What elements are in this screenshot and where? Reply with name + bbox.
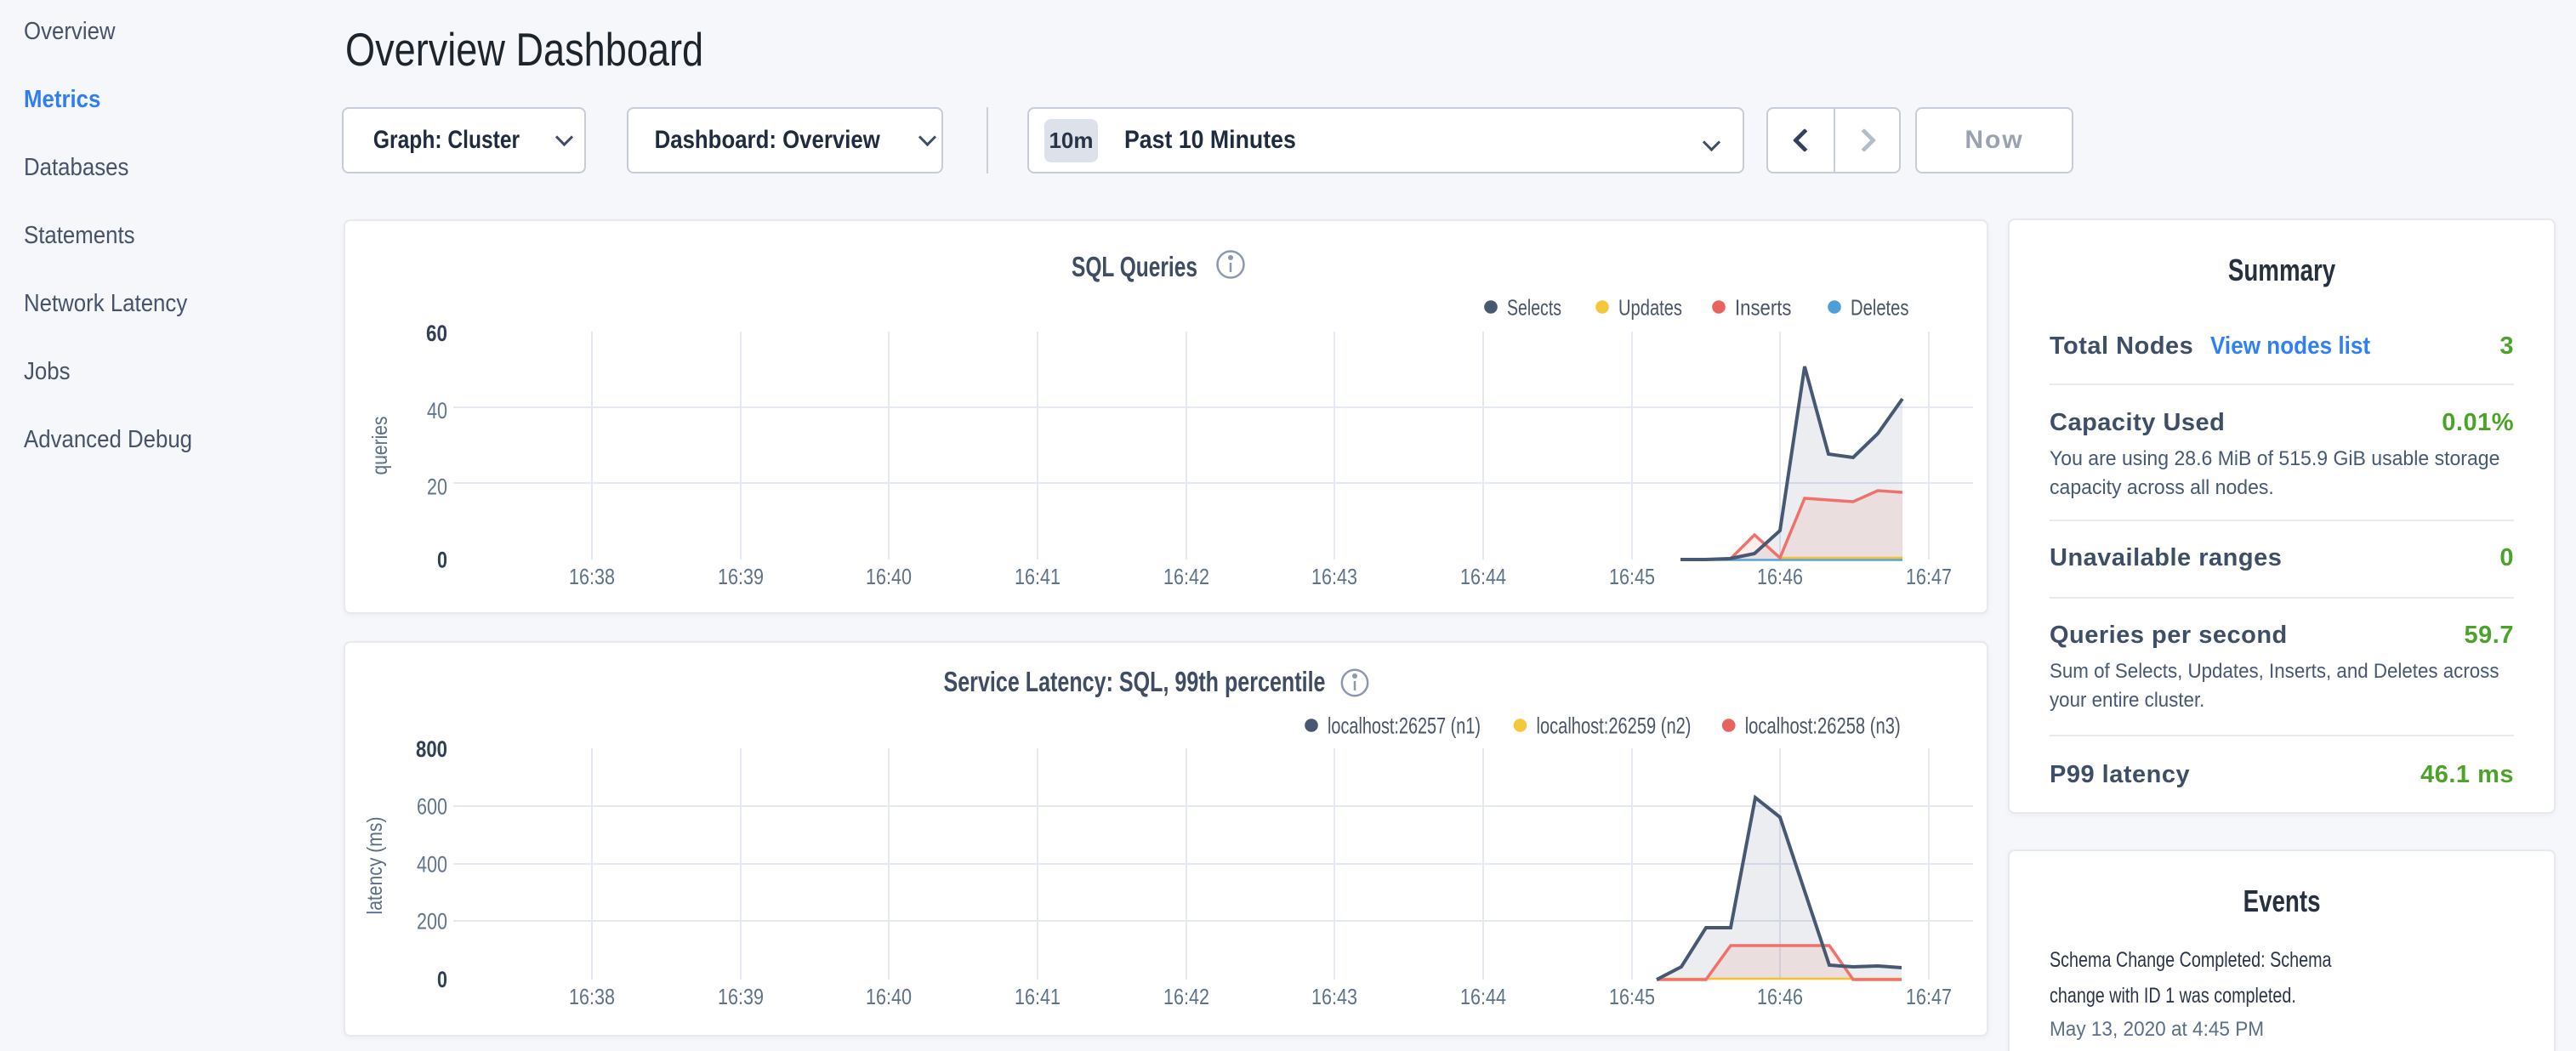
svg-text:16:45: 16:45 [1609,984,1655,1009]
svg-text:16:43: 16:43 [1311,984,1357,1009]
svg-text:16:39: 16:39 [718,984,764,1009]
svg-text:16:47: 16:47 [1906,564,1952,589]
svg-text:16:39: 16:39 [718,564,764,589]
svg-text:localhost:26259 (n2): localhost:26259 (n2) [1537,713,1692,739]
svg-text:16:40: 16:40 [866,564,912,589]
svg-text:SQL Queries: SQL Queries [1072,251,1197,282]
svg-text:800: 800 [416,736,447,762]
svg-text:16:44: 16:44 [1460,564,1506,589]
svg-text:200: 200 [417,909,447,935]
svg-text:400: 400 [417,852,447,878]
svg-text:16:44: 16:44 [1460,984,1506,1009]
svg-text:16:41: 16:41 [1015,564,1061,589]
svg-text:16:45: 16:45 [1609,564,1655,589]
svg-text:queries: queries [368,417,392,475]
svg-text:Updates: Updates [1618,295,1682,321]
svg-text:20: 20 [427,474,447,500]
svg-text:Service Latency: SQL, 99th per: Service Latency: SQL, 99th percentile [944,666,1326,697]
svg-text:16:41: 16:41 [1015,984,1061,1009]
svg-text:16:42: 16:42 [1163,564,1209,589]
svg-text:16:46: 16:46 [1757,564,1803,589]
svg-text:Inserts: Inserts [1735,295,1792,321]
svg-text:16:47: 16:47 [1906,984,1952,1009]
svg-text:latency (ms): latency (ms) [363,817,387,915]
svg-text:Deletes: Deletes [1851,295,1909,321]
svg-text:600: 600 [417,794,447,820]
svg-text:0: 0 [437,548,447,573]
svg-text:16:46: 16:46 [1757,984,1803,1009]
svg-text:60: 60 [426,321,447,346]
svg-text:localhost:26258 (n3): localhost:26258 (n3) [1745,713,1901,739]
svg-text:0: 0 [437,967,447,992]
svg-text:16:38: 16:38 [569,984,615,1009]
svg-text:Selects: Selects [1507,295,1561,321]
svg-text:40: 40 [427,398,447,423]
svg-text:16:43: 16:43 [1311,564,1357,589]
svg-text:localhost:26257 (n1): localhost:26257 (n1) [1328,713,1481,739]
svg-text:16:38: 16:38 [569,564,615,589]
svg-text:16:40: 16:40 [866,984,912,1009]
svg-text:16:42: 16:42 [1163,984,1209,1009]
